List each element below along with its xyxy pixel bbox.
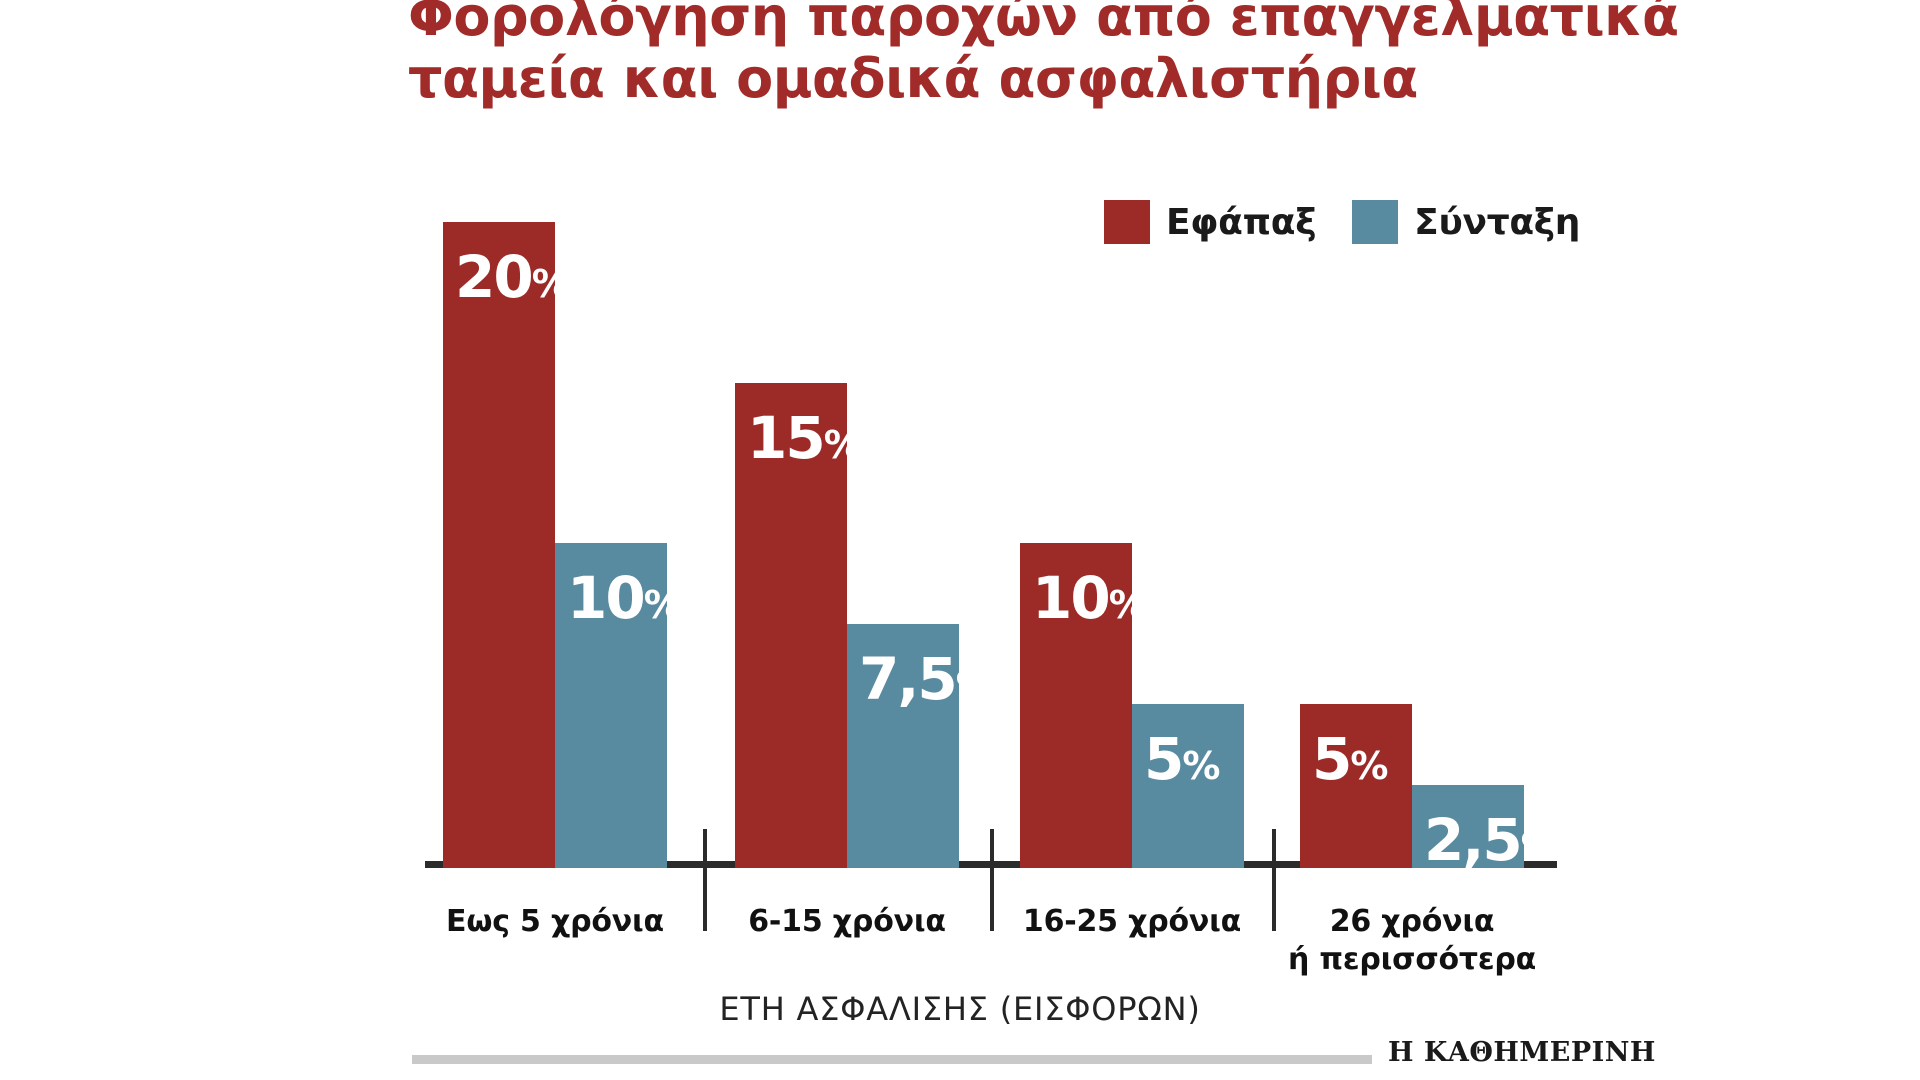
bar-efapax-4[interactable]: [1300, 704, 1412, 868]
bar-value-label-efapax-1: 20%: [455, 248, 570, 306]
bar-value-label-syntaxi-4: 2,5%: [1424, 811, 1559, 869]
title-line-1: Φορολόγηση παροχών από επαγγελματικά: [408, 0, 1679, 48]
legend-swatch-efapax: [1104, 200, 1150, 244]
category-label-line-1: 6-15 χρόνια: [748, 904, 946, 939]
bar-value-number: 5: [1312, 725, 1352, 793]
category-label-3: 16-25 χρόνια: [952, 903, 1312, 941]
bar-efapax-1[interactable]: [443, 222, 555, 868]
legend-swatch-syntaxi: [1352, 200, 1399, 244]
chart-legend: Εφάπαξ Σύνταξη: [1104, 200, 1580, 244]
percent-sign: %: [823, 423, 862, 467]
category-label-2: 6-15 χρόνια: [667, 903, 1027, 941]
page-title: Φορολόγηση παροχών από επαγγελματικά ταμ…: [408, 0, 1679, 110]
bar-value-label-efapax-3: 10%: [1032, 569, 1147, 627]
publisher-brand: Η ΚΑΘΗΜΕΡΙΝΗ: [1388, 1037, 1656, 1068]
bar-value-label-syntaxi-2: 7,5%: [859, 650, 994, 708]
bar-syntaxi-2[interactable]: [847, 624, 959, 868]
legend-item-efapax[interactable]: Εφάπαξ: [1104, 200, 1316, 244]
legend-label-syntaxi: Σύνταξη: [1414, 201, 1581, 243]
bar-value-number: 15: [747, 404, 826, 472]
category-label-line-1: 16-25 χρόνια: [1022, 904, 1242, 939]
bar-syntaxi-4[interactable]: [1412, 785, 1524, 868]
bar-efapax-3[interactable]: [1020, 543, 1132, 868]
legend-label-efapax: Εφάπαξ: [1166, 201, 1317, 243]
bar-value-label-syntaxi-1: 10%: [567, 569, 682, 627]
bar-value-label-syntaxi-3: 5%: [1144, 730, 1220, 788]
percent-sign: %: [643, 583, 682, 627]
bar-value-label-efapax-2: 15%: [747, 409, 862, 467]
category-label-4: 26 χρόνια ή περισσότερα: [1232, 903, 1592, 979]
bar-efapax-2[interactable]: [735, 383, 847, 868]
legend-item-syntaxi[interactable]: Σύνταξη: [1352, 200, 1580, 244]
percent-sign: %: [1182, 744, 1220, 788]
bar-value-number: 10: [1032, 564, 1111, 632]
x-axis-title: ΕΤΗ ΑΣΦΑΛΙΣΗΣ (ΕΙΣΦΟΡΩΝ): [719, 990, 1201, 1028]
bar-value-number: 5: [1144, 725, 1184, 793]
bar-value-number: 20: [455, 243, 534, 311]
bar-value-number: 7,5: [859, 645, 958, 713]
category-label-1: Εως 5 χρόνια: [375, 903, 735, 941]
footer-rule: [412, 1055, 1372, 1064]
percent-sign: %: [531, 262, 570, 306]
category-label-line-1: Εως 5 χρόνια: [446, 904, 664, 939]
bar-syntaxi-3[interactable]: [1132, 704, 1244, 868]
title-line-2: ταμεία και ομαδικά ασφαλιστήρια: [408, 47, 1418, 110]
percent-sign: %: [1520, 825, 1559, 869]
percent-sign: %: [955, 664, 994, 708]
group-separator-1: [703, 829, 707, 931]
percent-sign: %: [1108, 583, 1147, 627]
category-label-line-2: ή περισσότερα: [1287, 942, 1537, 977]
bar-syntaxi-1[interactable]: [555, 543, 667, 868]
bar-value-label-efapax-4: 5%: [1312, 730, 1388, 788]
group-separator-3: [1272, 829, 1276, 931]
category-label-line-1: 26 χρόνια: [1329, 904, 1495, 939]
bar-value-number: 2,5: [1424, 806, 1523, 874]
bar-value-number: 10: [567, 564, 646, 632]
group-separator-2: [990, 829, 994, 931]
percent-sign: %: [1350, 744, 1388, 788]
